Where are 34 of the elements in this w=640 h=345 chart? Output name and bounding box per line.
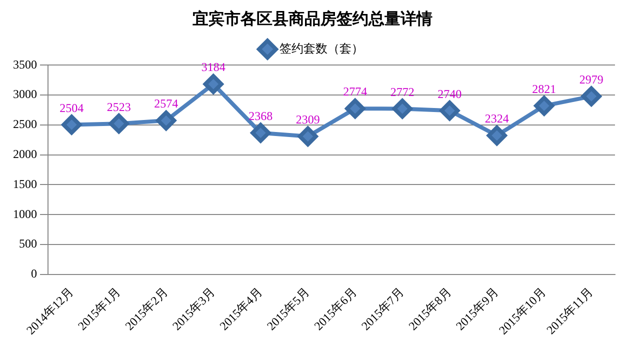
y-tick-label: 1000 xyxy=(13,206,37,221)
point xyxy=(250,122,271,143)
y-tick-label: 1500 xyxy=(13,176,37,191)
point xyxy=(440,100,460,121)
y-tick-label: 0 xyxy=(31,266,37,281)
data-label: 2504 xyxy=(60,100,84,115)
point xyxy=(108,114,129,134)
data-label: 2821 xyxy=(532,82,556,96)
point xyxy=(298,126,318,146)
point xyxy=(345,98,366,119)
chart-title: 宜宾市各区县商品房签约总量详情 xyxy=(192,8,432,28)
y-tick-label: 2500 xyxy=(13,117,37,132)
point xyxy=(486,125,507,146)
point xyxy=(581,86,602,106)
point xyxy=(62,114,82,135)
data-label: 3184 xyxy=(201,60,226,74)
data-label: 2772 xyxy=(390,84,414,99)
data-label: 2574 xyxy=(154,96,178,111)
y-tick-label: 3500 xyxy=(13,57,37,72)
point xyxy=(534,96,554,116)
point xyxy=(392,98,412,119)
point xyxy=(156,110,176,131)
y-tick-label: 500 xyxy=(19,236,37,251)
data-label: 2523 xyxy=(106,100,131,114)
data-label: 2324 xyxy=(484,112,509,126)
y-tick-label: 3000 xyxy=(13,87,37,102)
data-label: 2368 xyxy=(248,109,273,124)
data-label: 2309 xyxy=(296,112,320,127)
point xyxy=(203,74,224,94)
data-label: 2979 xyxy=(579,72,604,86)
y-tick-label: 2000 xyxy=(13,147,37,162)
data-label: 2774 xyxy=(343,84,368,99)
data-label: 2740 xyxy=(438,86,462,101)
legend-label: 签约套数（套） xyxy=(280,41,364,56)
